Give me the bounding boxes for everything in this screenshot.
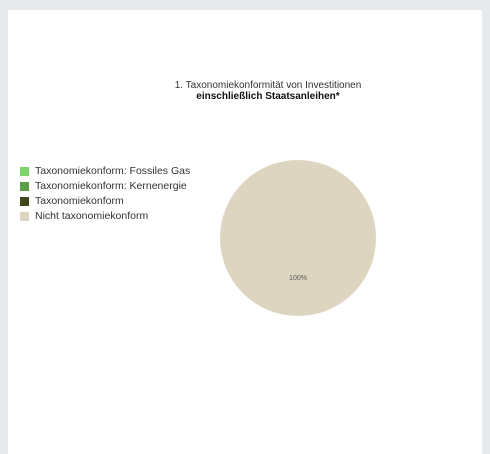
chart-title-block: 1. Taxonomiekonformität von Investitione… <box>88 80 448 102</box>
legend-item-not-aligned: Nicht taxonomiekonform <box>20 211 220 222</box>
chart-subtitle: einschließlich Staatsanleihen* <box>196 91 340 102</box>
chart-card: 1. Taxonomiekonformität von Investitione… <box>8 10 482 454</box>
pie-slice <box>220 160 376 316</box>
legend-label: Taxonomiekonform <box>35 195 124 207</box>
legend-swatch <box>20 182 29 191</box>
legend-item-aligned: Taxonomiekonform <box>20 196 220 207</box>
legend: Taxonomiekonform: Fossiles Gas Taxonomie… <box>20 166 220 226</box>
legend-swatch <box>20 167 29 176</box>
chart-title: 1. Taxonomiekonformität von Investitione… <box>174 80 362 91</box>
legend-swatch <box>20 212 29 221</box>
legend-label: Taxonomiekonform: Kernenergie <box>35 180 187 192</box>
legend-item-fossil-gas: Taxonomiekonform: Fossiles Gas <box>20 166 220 177</box>
legend-item-nuclear: Taxonomiekonform: Kernenergie <box>20 181 220 192</box>
legend-label: Nicht taxonomiekonform <box>35 210 149 222</box>
pie-data-label: 100% <box>289 275 307 282</box>
pie-chart: 100% <box>220 160 376 316</box>
legend-swatch <box>20 197 29 206</box>
legend-label: Taxonomiekonform: Fossiles Gas <box>35 165 191 177</box>
